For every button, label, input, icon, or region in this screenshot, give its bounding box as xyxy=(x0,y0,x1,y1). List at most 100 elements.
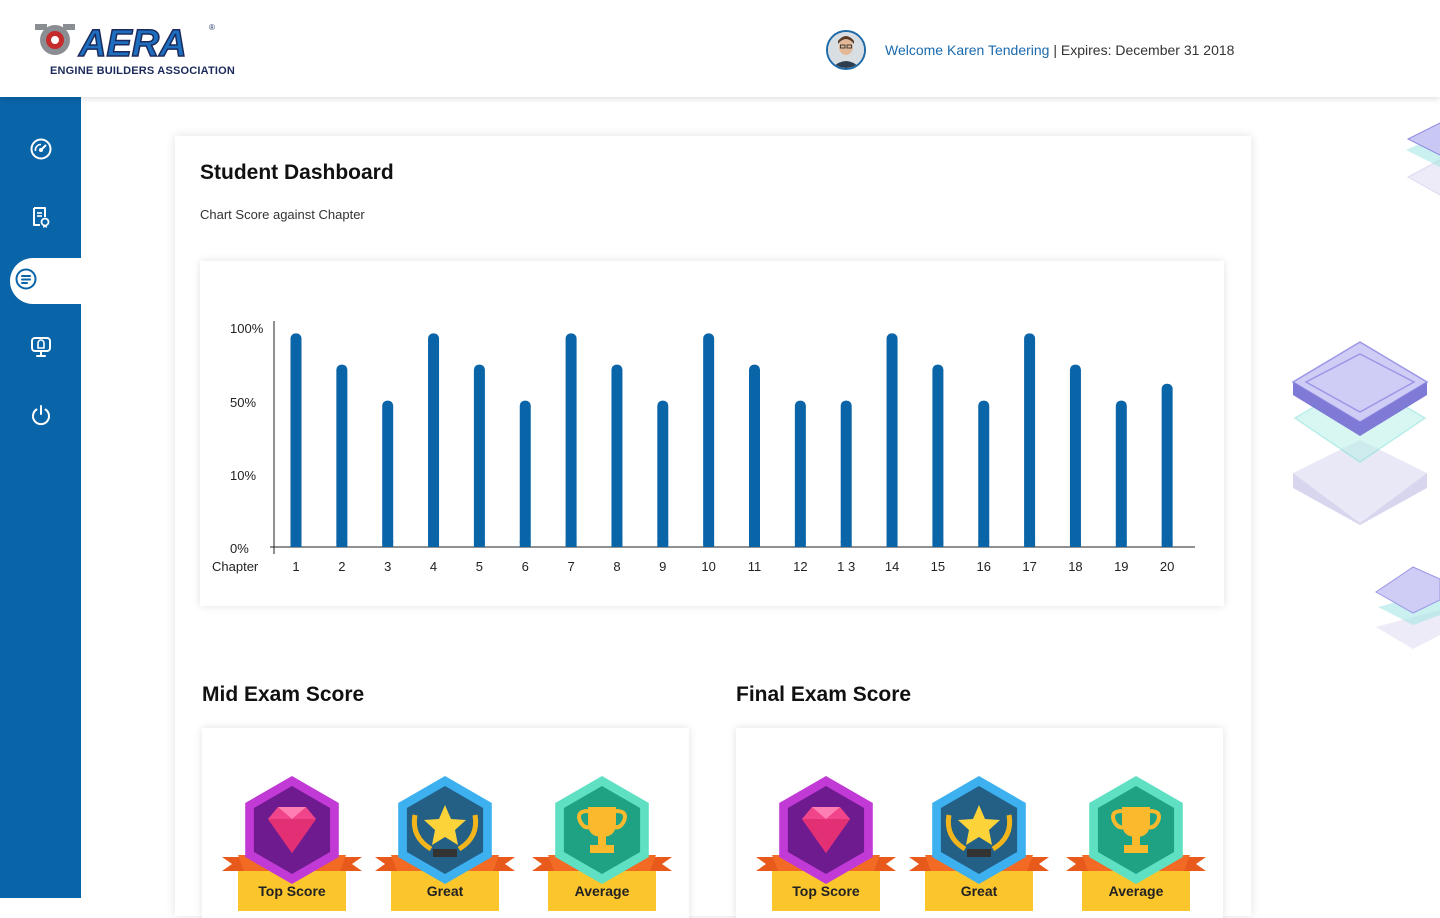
sidebar-item-presentations[interactable] xyxy=(0,324,81,370)
chart-bar xyxy=(978,400,990,547)
badge-great[interactable]: Great xyxy=(375,775,515,915)
chart-bar xyxy=(1161,383,1173,547)
x-tick-label: 10 xyxy=(701,559,715,574)
x-tick-label: 1 xyxy=(292,559,299,574)
chart-bar xyxy=(473,364,485,547)
chart-bar-base xyxy=(473,541,485,547)
chart-bar-base xyxy=(611,541,623,547)
chart-bar xyxy=(1069,364,1081,547)
x-tick-label: 4 xyxy=(430,559,437,574)
chart-bar xyxy=(657,400,669,547)
chart-bar-base xyxy=(886,541,898,547)
chart-bar-base xyxy=(703,541,715,547)
user-avatar[interactable] xyxy=(826,30,866,70)
expires-text: | Expires: December 31 2018 xyxy=(1049,42,1235,58)
chart-bar-base xyxy=(428,541,440,547)
chart-bar xyxy=(1024,333,1036,547)
aera-logo[interactable]: AERA ® xyxy=(33,18,223,80)
chart-bar xyxy=(886,333,898,547)
chart-bar-base xyxy=(290,541,302,547)
x-tick-label: 1 3 xyxy=(837,559,855,574)
badge-label: Average xyxy=(574,883,630,899)
chart-bar-base xyxy=(565,541,577,547)
decorative-layers-icon xyxy=(1406,122,1440,196)
x-tick-label: 14 xyxy=(885,559,899,574)
mid-exam-badges: Top Score Great Average xyxy=(202,728,689,918)
x-tick-label: 7 xyxy=(567,559,574,574)
chart-bar xyxy=(611,364,623,547)
badge-label: Great xyxy=(960,883,998,899)
final-exam-title: Final Exam Score xyxy=(736,683,912,706)
chart-bar-base xyxy=(1069,541,1081,547)
chart-bar xyxy=(749,364,760,547)
chart-bar-base xyxy=(336,541,348,547)
chart-bar xyxy=(565,333,577,547)
chart-bar-base xyxy=(932,541,944,547)
chart-bar-base xyxy=(1024,541,1036,547)
laurel-star-icon xyxy=(375,776,515,911)
final-exam-badges: Top Score Great Average xyxy=(736,728,1223,918)
x-tick-label: 6 xyxy=(522,559,529,574)
decorative-layers-icon xyxy=(1291,341,1429,525)
list-icon xyxy=(15,268,36,289)
chart-bar xyxy=(794,400,806,547)
welcome-user-link[interactable]: Welcome Karen Tendering xyxy=(885,42,1050,58)
chart-bar xyxy=(290,333,302,547)
badge-label: Average xyxy=(1108,883,1164,899)
badge-average[interactable]: Average xyxy=(532,775,672,915)
sidebar xyxy=(0,97,81,898)
badge-label: Top Score xyxy=(258,883,326,899)
chart-bar xyxy=(382,400,394,547)
y-tick-label: 0% xyxy=(230,541,249,556)
x-tick-label: 11 xyxy=(748,559,762,574)
chart-bar-base xyxy=(978,541,990,547)
badge-great[interactable]: Great xyxy=(909,775,1049,915)
decorative-layers-icon xyxy=(1375,566,1440,649)
x-tick-label: 9 xyxy=(659,559,666,574)
score-chart: 0%10%50%100%Chapter 1 2 3 4 5 6 7 8 9 10 11 12 1 3 14 1… xyxy=(212,321,1195,574)
sidebar-item-dashboard[interactable] xyxy=(0,126,81,172)
chart-bar-base xyxy=(657,541,669,547)
header: AERA ® ENGINE BUILDERS ASSOCIATION Welco… xyxy=(0,0,1440,97)
sidebar-item-chapters[interactable] xyxy=(10,258,81,304)
presentation-icon xyxy=(30,337,51,357)
x-axis-label: Chapter xyxy=(212,559,259,574)
chart-bar xyxy=(519,400,531,547)
welcome-text: Welcome Karen Tendering | Expires: Decem… xyxy=(885,42,1234,58)
x-tick-label: 19 xyxy=(1114,559,1128,574)
chart-subtitle: Chart Score against Chapter xyxy=(200,207,365,222)
x-tick-label: 17 xyxy=(1022,559,1036,574)
power-icon xyxy=(31,405,50,426)
chart-bar-base xyxy=(1161,541,1173,547)
x-tick-label: 5 xyxy=(476,559,483,574)
chart-bar xyxy=(932,364,944,547)
chart-bar-base xyxy=(749,541,760,547)
chart-bar xyxy=(840,400,852,547)
badge-label: Great xyxy=(426,883,464,899)
x-tick-label: 2 xyxy=(338,559,345,574)
chart-bar-base xyxy=(519,541,531,547)
chart-bar xyxy=(703,333,715,547)
chart-bar xyxy=(1115,400,1127,547)
chart-bar-base xyxy=(1115,541,1127,547)
badge-average[interactable]: Average xyxy=(1066,775,1206,915)
badge-label: Top Score xyxy=(792,883,860,899)
svg-text:AERA: AERA xyxy=(78,23,187,65)
diamond-icon xyxy=(222,776,362,911)
badge-top-score[interactable]: Top Score xyxy=(222,775,362,915)
x-tick-label: 20 xyxy=(1160,559,1174,574)
chart-bar-base xyxy=(382,541,394,547)
x-tick-label: 15 xyxy=(931,559,945,574)
x-tick-label: 3 xyxy=(384,559,391,574)
sidebar-item-certificates[interactable] xyxy=(0,194,81,240)
chart-container: 0% 10% 50% 100% Chapter 1 2 3 4 5 6 7 8 9 10 11 12 1 3 14 1… xyxy=(200,261,1224,606)
sidebar-item-logout[interactable] xyxy=(0,392,81,438)
speedometer-icon xyxy=(30,138,51,160)
document-certificate-icon xyxy=(32,207,49,228)
y-tick-label: 100% xyxy=(230,321,264,336)
badge-top-score[interactable]: Top Score xyxy=(756,775,896,915)
chart-bar xyxy=(336,364,348,547)
x-tick-label: 8 xyxy=(613,559,620,574)
svg-text:®: ® xyxy=(209,23,215,32)
x-tick-label: 12 xyxy=(793,559,807,574)
